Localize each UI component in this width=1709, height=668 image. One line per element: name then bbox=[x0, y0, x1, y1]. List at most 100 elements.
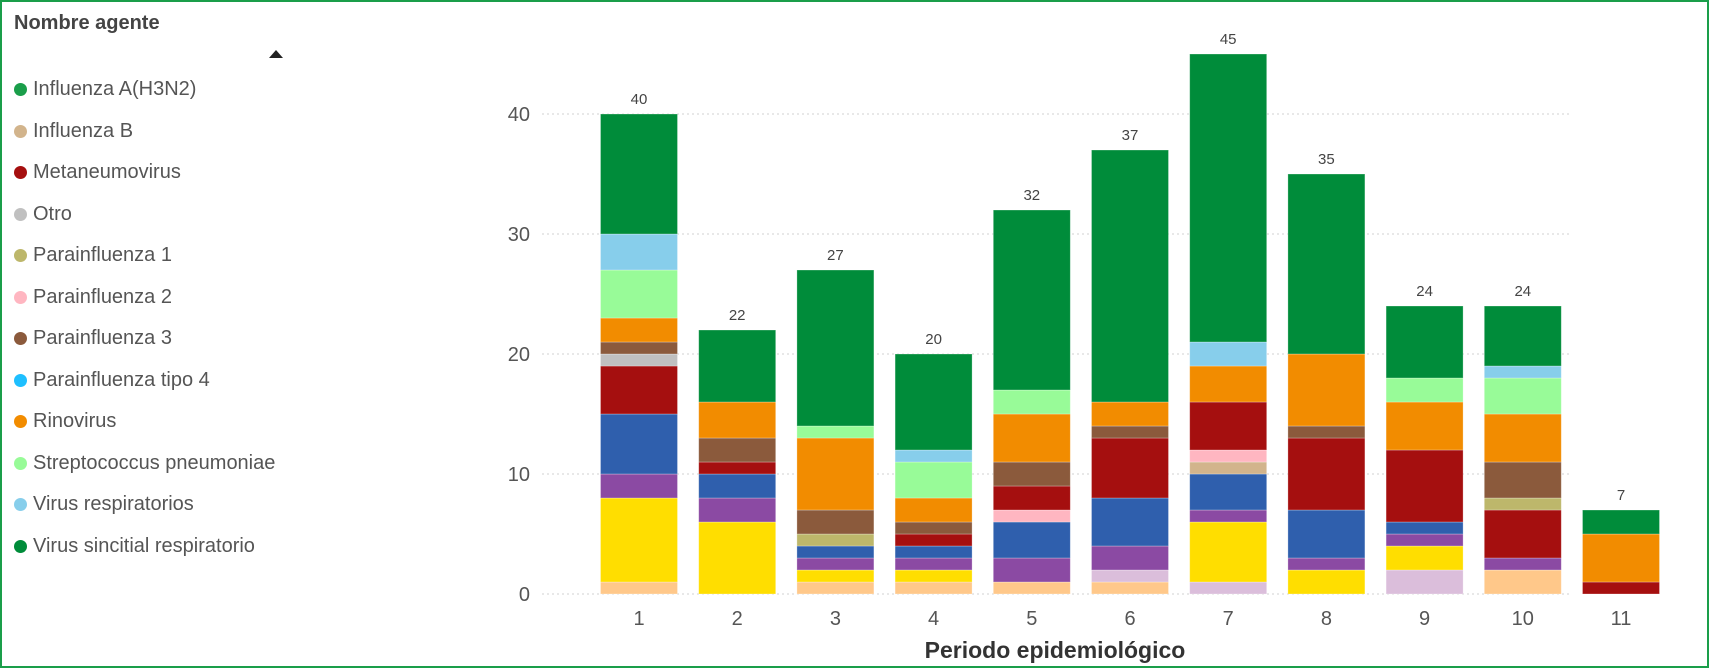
bar-segment bbox=[1091, 569, 1169, 583]
bar-segment bbox=[1189, 581, 1268, 595]
bar-segment bbox=[894, 581, 973, 595]
bar-segment bbox=[1189, 53, 1268, 343]
legend-label: Otro bbox=[33, 202, 72, 225]
legend-label: Parainfluenza tipo 4 bbox=[33, 368, 210, 391]
y-tick-label: 40 bbox=[508, 104, 530, 126]
legend-dot-icon bbox=[14, 498, 27, 512]
bar-segment bbox=[698, 401, 777, 439]
y-tick-label: 0 bbox=[519, 584, 530, 606]
data-label: 24 bbox=[1416, 283, 1433, 300]
x-tick-label: 3 bbox=[830, 608, 841, 630]
bar-segment bbox=[992, 461, 1071, 487]
bar-segment bbox=[1385, 401, 1464, 451]
legend-dot-icon bbox=[14, 332, 27, 346]
bar-segment bbox=[698, 473, 777, 499]
bar-segment bbox=[1287, 557, 1366, 571]
data-label: 37 bbox=[1122, 127, 1139, 144]
x-tick-label: 5 bbox=[1026, 608, 1037, 630]
legend-item[interactable]: Otro bbox=[14, 194, 275, 236]
legend-list: Influenza A(H3N2) Influenza B Metaneumovir… bbox=[14, 69, 275, 567]
triangle-up-icon[interactable] bbox=[269, 50, 283, 58]
legend-item[interactable]: Streptococcus pneumoniae bbox=[14, 443, 275, 485]
data-label: 45 bbox=[1220, 31, 1237, 48]
bar-segment bbox=[1189, 365, 1268, 403]
legend-item[interactable]: Influenza A(H3N2) bbox=[14, 69, 275, 111]
legend-dot-icon bbox=[14, 124, 27, 138]
legend-dot-icon bbox=[14, 539, 27, 553]
data-label: 35 bbox=[1318, 151, 1335, 168]
x-tick-label: 10 bbox=[1512, 608, 1534, 630]
bar-segment bbox=[698, 521, 777, 595]
legend-dot-icon bbox=[14, 166, 27, 180]
legend-label: Virus sincitial respiratorio bbox=[33, 534, 255, 557]
legend-item[interactable]: Parainfluenza 2 bbox=[14, 277, 275, 319]
legend-dot-icon bbox=[14, 373, 27, 387]
legend-item[interactable]: Virus sincitial respiratorio bbox=[14, 526, 275, 568]
bar-segment bbox=[1385, 569, 1464, 595]
legend-item[interactable]: Parainfluenza tipo 4 bbox=[14, 360, 275, 402]
bar-segment bbox=[1483, 461, 1562, 499]
bar-segment bbox=[600, 497, 678, 583]
legend-dot-icon bbox=[14, 415, 27, 429]
bar-segment bbox=[1189, 509, 1268, 523]
legend-label: Virus respiratorios bbox=[33, 493, 194, 516]
bar-segment bbox=[600, 113, 678, 235]
data-label: 40 bbox=[631, 91, 648, 108]
bar-segment bbox=[894, 557, 973, 571]
legend-label: Influenza A(H3N2) bbox=[33, 78, 197, 101]
bar-segment bbox=[1483, 305, 1562, 367]
bar-segment bbox=[1483, 557, 1562, 571]
bar-segment bbox=[698, 437, 777, 463]
legend-item[interactable]: Parainfluenza 3 bbox=[14, 318, 275, 360]
legend-item[interactable]: Parainfluenza 1 bbox=[14, 235, 275, 277]
bar-segment bbox=[1582, 533, 1660, 583]
bar-segment bbox=[894, 533, 973, 547]
data-label: 32 bbox=[1023, 187, 1040, 204]
bar-segment bbox=[894, 497, 973, 523]
bar-segment bbox=[1385, 533, 1464, 547]
x-tick-label: 9 bbox=[1419, 608, 1430, 630]
x-tick-label: 7 bbox=[1223, 608, 1234, 630]
bar-segment bbox=[894, 521, 973, 535]
bar-segment bbox=[1483, 569, 1562, 595]
bar-segment bbox=[1091, 497, 1169, 547]
y-tick-label: 30 bbox=[508, 224, 530, 246]
data-label: 24 bbox=[1514, 283, 1531, 300]
bar-segment bbox=[1385, 449, 1464, 523]
legend-item[interactable]: Metaneumovirus bbox=[14, 152, 275, 194]
bar-segment bbox=[600, 353, 678, 367]
bar-segment bbox=[1385, 377, 1464, 403]
bar-segment bbox=[796, 437, 875, 511]
legend: Nombre agente Influenza A(H3N2) Influenza… bbox=[14, 10, 434, 557]
legend-item[interactable]: Rinovirus bbox=[14, 401, 275, 443]
legend-label: Parainfluenza 1 bbox=[33, 244, 172, 267]
legend-label: Metaneumovirus bbox=[33, 161, 181, 184]
y-tick-label: 10 bbox=[508, 464, 530, 486]
data-label: 22 bbox=[729, 307, 746, 324]
bar-segment bbox=[1582, 509, 1660, 535]
bar-segment bbox=[1483, 365, 1562, 379]
legend-item[interactable]: Virus respiratorios bbox=[14, 484, 275, 526]
data-label: 20 bbox=[925, 331, 942, 348]
bar-segment bbox=[1189, 473, 1268, 511]
bar-segment bbox=[894, 353, 973, 451]
bar-segment bbox=[1091, 401, 1169, 427]
bar-segment bbox=[796, 425, 875, 439]
bar-segment bbox=[600, 473, 678, 499]
data-label: 27 bbox=[827, 247, 844, 264]
bar-segment bbox=[1385, 305, 1464, 379]
bar-segment bbox=[1483, 377, 1562, 415]
bar-segment bbox=[1287, 509, 1366, 559]
bar-segment bbox=[992, 485, 1071, 511]
legend-item[interactable]: Influenza B bbox=[14, 111, 275, 153]
bar-segment bbox=[894, 449, 973, 463]
bar-segment bbox=[698, 497, 777, 523]
bar-segment bbox=[1385, 545, 1464, 571]
x-tick-label: 11 bbox=[1611, 608, 1632, 630]
x-axis-title: Periodo epidemiológico bbox=[925, 637, 1186, 663]
bar-segment bbox=[600, 365, 678, 415]
bar-segment bbox=[796, 533, 875, 547]
bar-segment bbox=[796, 545, 875, 559]
bar-segment bbox=[600, 233, 678, 271]
